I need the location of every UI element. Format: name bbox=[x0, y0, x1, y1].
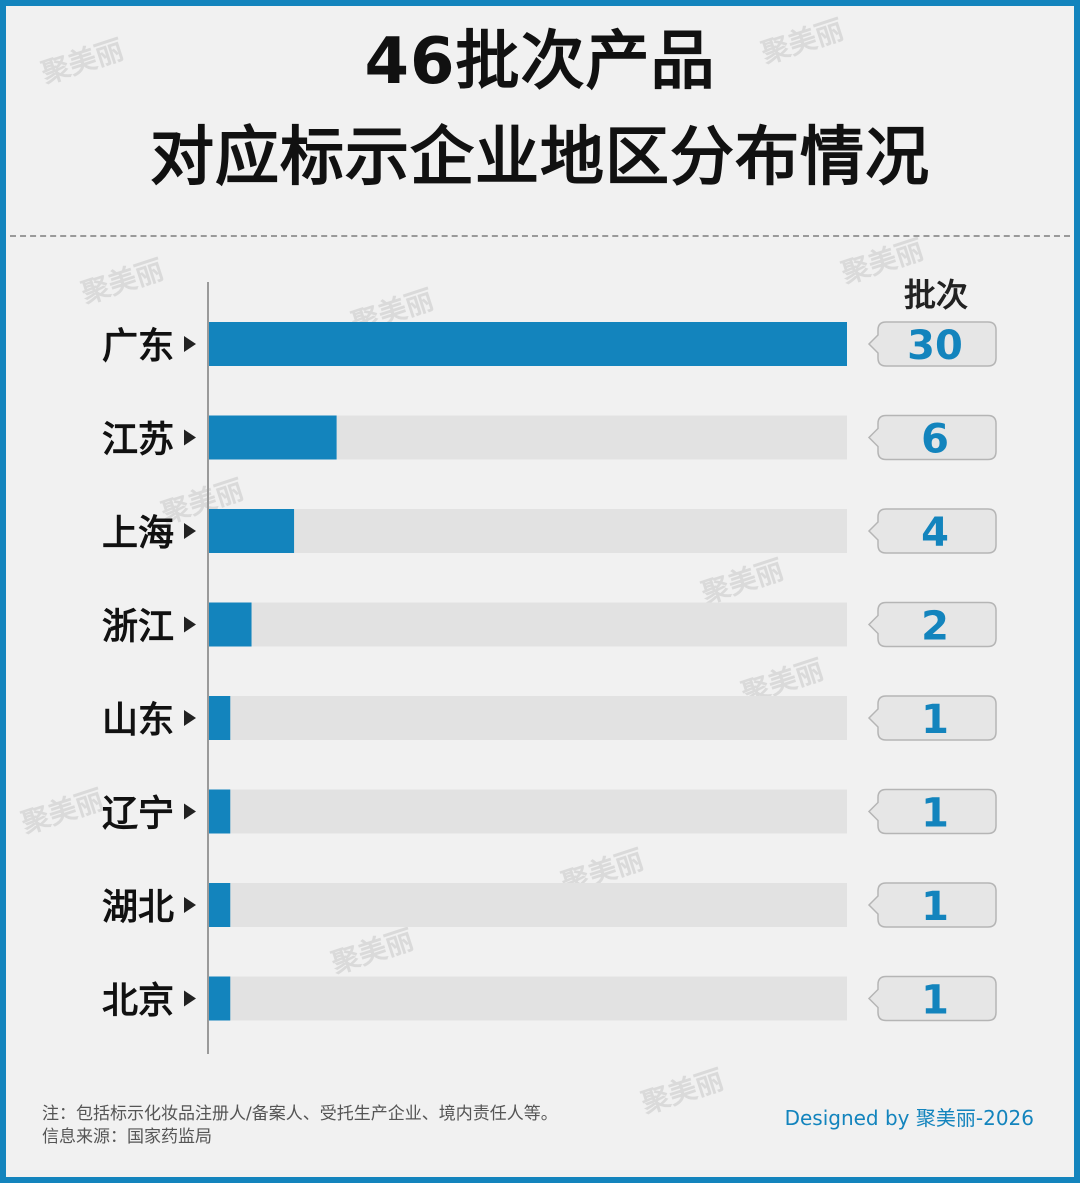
category-label: 江苏 bbox=[102, 420, 174, 461]
category-label: 浙江 bbox=[102, 607, 174, 648]
value-badge bbox=[867, 788, 997, 835]
category-pointer-icon bbox=[184, 803, 196, 820]
value-badge bbox=[867, 882, 997, 928]
bar bbox=[209, 602, 252, 647]
value-label: 30 bbox=[907, 323, 963, 369]
category-label: 广东 bbox=[102, 326, 174, 367]
value-label: 1 bbox=[921, 884, 949, 930]
value-label: 1 bbox=[921, 697, 949, 743]
bar bbox=[209, 322, 847, 366]
category-pointer-icon bbox=[184, 336, 196, 352]
value-badge bbox=[867, 601, 997, 648]
designer-credit: Designed by 聚美丽-2026 bbox=[784, 1106, 1034, 1130]
chart-title-line1: 46批次产品 bbox=[364, 25, 716, 99]
value-label: 4 bbox=[921, 510, 949, 556]
value-badge bbox=[867, 508, 997, 554]
bar-track bbox=[209, 976, 847, 1021]
value-label: 6 bbox=[921, 417, 949, 463]
category-pointer-icon bbox=[184, 429, 196, 446]
bar bbox=[209, 883, 231, 927]
footnote-note: 注：包括标示化妆品注册人/备案人、受托生产企业、境内责任人等。 bbox=[42, 1104, 558, 1124]
value-label: 1 bbox=[921, 791, 949, 837]
category-label: 北京 bbox=[102, 980, 174, 1022]
category-pointer-icon bbox=[184, 710, 196, 726]
value-badge bbox=[867, 414, 997, 461]
bar-track bbox=[209, 509, 847, 553]
value-badge bbox=[867, 695, 997, 741]
value-column-header: 批次 bbox=[904, 276, 968, 314]
bar-track bbox=[209, 883, 847, 927]
footnote-source: 信息来源：国家药监局 bbox=[42, 1127, 212, 1147]
value-label: 2 bbox=[921, 604, 949, 650]
bar bbox=[209, 415, 337, 460]
category-pointer-icon bbox=[184, 616, 196, 633]
bar-track bbox=[209, 789, 847, 834]
bar bbox=[209, 976, 231, 1021]
bar bbox=[209, 696, 231, 740]
value-badge bbox=[867, 321, 997, 367]
bar bbox=[209, 509, 295, 553]
title-divider bbox=[10, 235, 1070, 237]
category-pointer-icon bbox=[184, 897, 196, 913]
value-badge bbox=[867, 975, 997, 1022]
category-pointer-icon bbox=[184, 523, 196, 539]
bar-track bbox=[209, 602, 847, 647]
bar bbox=[209, 789, 231, 834]
category-label: 辽宁 bbox=[102, 794, 174, 835]
bar-track bbox=[209, 696, 847, 740]
chart-title-line2: 对应标示企业地区分布情况 bbox=[150, 121, 930, 195]
category-pointer-icon bbox=[184, 990, 196, 1007]
category-label: 湖北 bbox=[102, 887, 174, 928]
value-label: 1 bbox=[921, 978, 949, 1024]
category-label: 山东 bbox=[102, 700, 174, 741]
category-label: 上海 bbox=[102, 513, 174, 554]
